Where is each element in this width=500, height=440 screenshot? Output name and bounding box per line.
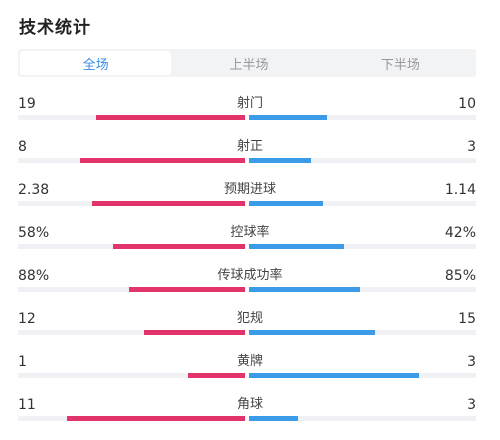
- away-bar: [249, 373, 419, 378]
- away-value: 3: [467, 354, 476, 370]
- home-bar-track: [18, 330, 245, 335]
- home-bar: [96, 115, 245, 120]
- away-bar: [249, 287, 360, 292]
- stat-label: 传球成功率: [217, 268, 283, 283]
- period-tabs: 全场 上半场 下半场: [18, 49, 476, 77]
- away-value: 15: [458, 311, 476, 327]
- away-value: 85%: [444, 268, 476, 284]
- away-value: 3: [467, 139, 476, 155]
- home-bar: [113, 244, 245, 249]
- stat-row: 8 射正 3: [0, 138, 500, 178]
- home-bar: [92, 201, 245, 206]
- home-bar: [67, 416, 245, 421]
- stat-label: 预期进球: [223, 182, 276, 197]
- home-value: 8: [18, 139, 27, 155]
- stat-row: 1 黄牌 3: [0, 353, 500, 393]
- home-value: 58%: [18, 225, 50, 241]
- tab-second-half[interactable]: 下半场: [380, 57, 420, 73]
- home-value: 88%: [18, 268, 50, 284]
- away-bar: [249, 416, 298, 421]
- away-bar-track: [249, 287, 476, 292]
- stat-label: 射门: [236, 96, 263, 111]
- stat-row: 12 犯规 15: [0, 310, 500, 350]
- home-value: 11: [18, 397, 36, 413]
- away-value: 1.14: [444, 182, 476, 198]
- away-value: 10: [458, 96, 476, 112]
- home-bar: [188, 373, 245, 378]
- page-title: 技术统计: [19, 18, 91, 38]
- tab-full-match[interactable]: 全场: [20, 51, 172, 75]
- stat-label: 射正: [236, 139, 263, 154]
- away-bar-track: [249, 158, 476, 163]
- home-value: 1: [18, 354, 27, 370]
- home-value: 2.38: [18, 182, 50, 198]
- stat-row: 19 射门 10: [0, 95, 500, 135]
- stat-row: 11 角球 3: [0, 396, 500, 436]
- home-bar: [129, 287, 245, 292]
- stat-label: 控球率: [230, 225, 270, 240]
- stat-row: 88% 传球成功率 85%: [0, 267, 500, 307]
- stat-label: 黄牌: [236, 354, 263, 369]
- stat-row: 2.38 预期进球 1.14: [0, 181, 500, 221]
- home-bar: [144, 330, 245, 335]
- tab-first-half[interactable]: 上半场: [229, 57, 269, 73]
- home-bar: [80, 158, 245, 163]
- away-bar: [249, 201, 323, 206]
- home-value: 12: [18, 311, 36, 327]
- stat-row: 58% 控球率 42%: [0, 224, 500, 264]
- away-bar-track: [249, 244, 476, 249]
- away-bar: [249, 244, 344, 249]
- away-bar: [249, 115, 327, 120]
- away-bar-track: [249, 201, 476, 206]
- away-bar-track: [249, 416, 476, 421]
- home-bar-track: [18, 373, 245, 378]
- away-value: 3: [467, 397, 476, 413]
- away-bar: [249, 158, 311, 163]
- away-bar: [249, 330, 375, 335]
- away-bar-track: [249, 115, 476, 120]
- stat-label: 角球: [236, 397, 263, 412]
- away-value: 42%: [444, 225, 476, 241]
- home-value: 19: [18, 96, 36, 112]
- stat-label: 犯规: [236, 311, 263, 326]
